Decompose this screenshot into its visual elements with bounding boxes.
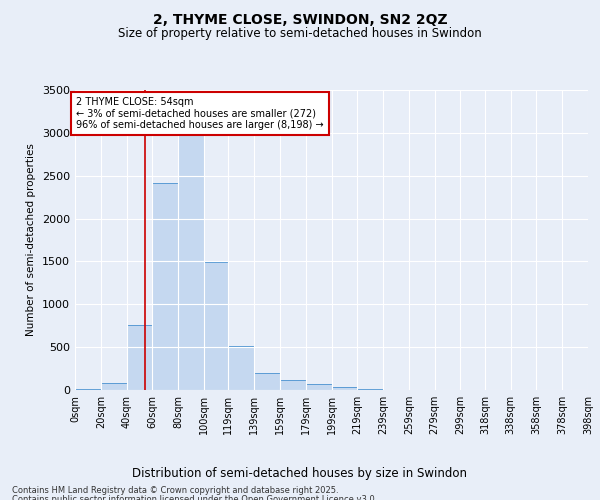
- Bar: [357, 389, 383, 390]
- Bar: [75, 389, 101, 390]
- Bar: [254, 373, 280, 390]
- Bar: [204, 262, 229, 390]
- Text: Size of property relative to semi-detached houses in Swindon: Size of property relative to semi-detach…: [118, 28, 482, 40]
- Bar: [127, 325, 152, 390]
- Text: 2, THYME CLOSE, SWINDON, SN2 2QZ: 2, THYME CLOSE, SWINDON, SN2 2QZ: [152, 12, 448, 26]
- Text: Distribution of semi-detached houses by size in Swindon: Distribution of semi-detached houses by …: [133, 468, 467, 480]
- Bar: [178, 107, 204, 390]
- Bar: [229, 346, 254, 390]
- Text: Contains public sector information licensed under the Open Government Licence v3: Contains public sector information licen…: [12, 495, 377, 500]
- Text: Contains HM Land Registry data © Crown copyright and database right 2025.: Contains HM Land Registry data © Crown c…: [12, 486, 338, 495]
- Bar: [152, 182, 178, 390]
- Bar: [280, 380, 306, 390]
- Text: 2 THYME CLOSE: 54sqm
← 3% of semi-detached houses are smaller (272)
96% of semi-: 2 THYME CLOSE: 54sqm ← 3% of semi-detach…: [76, 97, 324, 130]
- Y-axis label: Number of semi-detached properties: Number of semi-detached properties: [26, 144, 37, 336]
- Bar: [331, 386, 357, 390]
- Bar: [306, 384, 331, 390]
- Bar: [101, 383, 127, 390]
